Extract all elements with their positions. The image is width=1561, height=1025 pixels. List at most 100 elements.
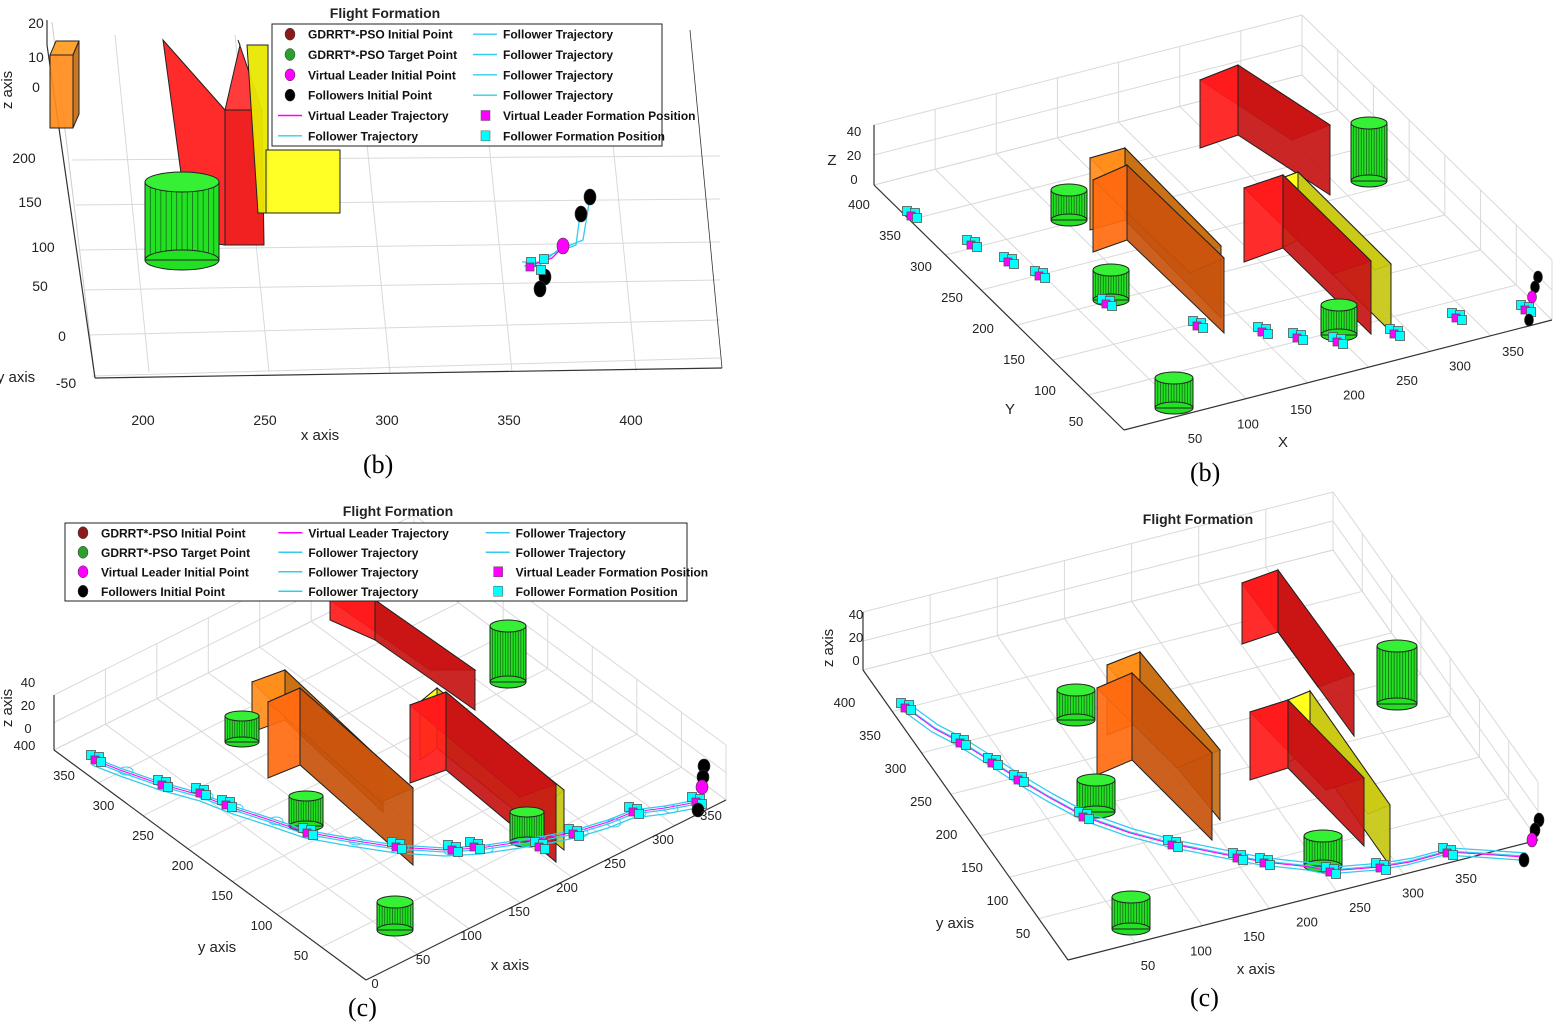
legend-top-left-frame: [271, 23, 663, 147]
obstacle-cylinder-2: [1050, 183, 1088, 227]
follower-initial-point: [1518, 852, 1530, 868]
formation-marker-6-f3: [1238, 855, 1248, 865]
z-axis-label: Z: [827, 152, 836, 169]
floor-grid-line: [1016, 214, 1445, 326]
legends-layer: GDRRT*-PSO Initial Point GDRRT*-PSO Targe…: [64, 23, 708, 602]
obstacle-cylinder-5-top: [376, 895, 414, 909]
chart-title: Flight Formation: [330, 5, 440, 21]
follower-trajectory-loop: [543, 834, 559, 844]
z-axis-label: z axis: [0, 71, 16, 109]
wall-grid-line: [873, 14, 1303, 126]
y-axis-line: [53, 749, 367, 981]
y-tick-label: 150: [18, 194, 42, 210]
formation-marker-2-f3: [993, 760, 1003, 770]
y-tick-label: 200: [12, 150, 36, 166]
chart-title: Flight Formation: [343, 503, 453, 519]
y-axis-label: y axis: [198, 939, 236, 956]
obstacle-cylinder-4-top: [1320, 298, 1358, 312]
trajectories-layer: [86, 188, 1545, 879]
z-tick-label: 10: [28, 49, 44, 65]
formation-marker-9-f3: [1395, 331, 1405, 341]
z-tick-label: 20: [849, 630, 863, 645]
y-tick-label: 400: [834, 695, 856, 710]
follower-initial-point: [691, 802, 705, 818]
formation-marker-3-f3: [1040, 273, 1050, 283]
obstacle-cylinder-3: [1092, 263, 1130, 307]
legend-marker: [480, 110, 491, 121]
obstacle-cylinder-4-top: [1303, 829, 1343, 843]
follower-initial-point: [533, 280, 547, 298]
legend-entry-label: GDRRT*-PSO Initial Point: [308, 28, 453, 42]
x-tick-label: 300: [1449, 359, 1471, 374]
obstacle-cylinder-2: [1056, 683, 1096, 727]
y-tick-label: 350: [53, 768, 75, 783]
wall-grid-line: [873, 44, 1303, 156]
z-tick-label: 0: [32, 79, 40, 95]
x-tick-label: 50: [1141, 958, 1155, 973]
x-axis-label: x axis: [491, 957, 529, 974]
obstacle-orange-front-front: [1096, 672, 1133, 776]
panel-caption-bottom-left: (c): [348, 993, 377, 1022]
obstacle-cylinder-5: [1154, 371, 1194, 415]
x-axis-label: x axis: [301, 427, 339, 444]
legend-entry-label: Virtual Leader Trajectory: [308, 526, 449, 540]
obstacle-cylinder-1: [1350, 116, 1388, 188]
y-tick-label: 250: [132, 828, 154, 843]
y-tick-label: 150: [961, 860, 983, 875]
formation-marker-5-f3: [1173, 842, 1183, 852]
legend-entry-label: GDRRT*-PSO Target Point: [308, 48, 457, 62]
formation-marker-6-f3: [453, 847, 463, 857]
obstacle-orange-front-front: [267, 687, 301, 779]
x-tick-label: 150: [1290, 402, 1312, 417]
formation-marker-8-f3: [1338, 339, 1348, 349]
x-tick-label: 300: [375, 412, 399, 428]
formation-marker-8-f3: [1331, 869, 1341, 879]
floor-grid-line: [71, 155, 721, 161]
floor-grid-line: [87, 319, 721, 336]
z-tick-label: 0: [850, 172, 857, 187]
legend-marker: [77, 546, 89, 559]
wall-grid-line: [1332, 549, 1539, 841]
x-axis-line: [94, 367, 723, 379]
y-tick-label: 200: [972, 321, 994, 336]
obstacle-cylinder-1-top: [1350, 116, 1388, 130]
y-axis-label: y axis: [936, 915, 974, 932]
legend-entry-label: Follower Trajectory: [308, 129, 418, 143]
formation-marker-5-f3: [397, 844, 407, 854]
x-tick-label: 350: [1502, 344, 1524, 359]
z-axis-label: z axis: [0, 689, 16, 727]
wall-grid-line: [862, 549, 1334, 671]
formation-marker-9-f3: [1381, 865, 1391, 875]
y-tick-label: 50: [1069, 414, 1083, 429]
obstacle-red-top-front: [1241, 569, 1279, 645]
formation-marker-0-f3: [906, 705, 916, 715]
x-tick-label: 0: [371, 976, 378, 991]
x-tick-label: 250: [253, 412, 277, 428]
x-tick-label: 350: [1455, 871, 1477, 886]
floor-grid-line: [105, 723, 418, 955]
y-tick-label: 300: [885, 761, 907, 776]
formation-marker-8-f3: [540, 844, 550, 854]
x-tick-label: 150: [1243, 929, 1265, 944]
x-tick-label: 250: [1396, 373, 1418, 388]
z-tick-label: 40: [849, 607, 863, 622]
wall-grid-line: [1332, 520, 1539, 812]
z-axis-label: z axis: [820, 629, 837, 667]
follower-trajectory: [91, 760, 698, 853]
legend-entry-label: Follower Trajectory: [308, 546, 418, 560]
y-axis-label: Y: [1005, 401, 1015, 418]
y-axis-line: [862, 669, 1069, 961]
legend-entry-label: GDRRT*-PSO Initial Point: [101, 526, 246, 540]
x-tick-label: 200: [1343, 388, 1365, 403]
z-tick-label: 20: [847, 148, 861, 163]
x-tick-label: 50: [416, 952, 430, 967]
virtual-leader-initial-point: [556, 237, 570, 255]
obstacle-red-top-front: [1199, 64, 1239, 149]
legend-entry-label: Virtual Leader Initial Point: [101, 565, 249, 579]
floor-grid-line: [83, 279, 721, 291]
formation-marker-4-f3: [1107, 301, 1117, 311]
x-tick-label: 100: [460, 928, 482, 943]
formation-marker-6-f3: [1263, 329, 1273, 339]
obstacles-layer: [49, 38, 1418, 937]
